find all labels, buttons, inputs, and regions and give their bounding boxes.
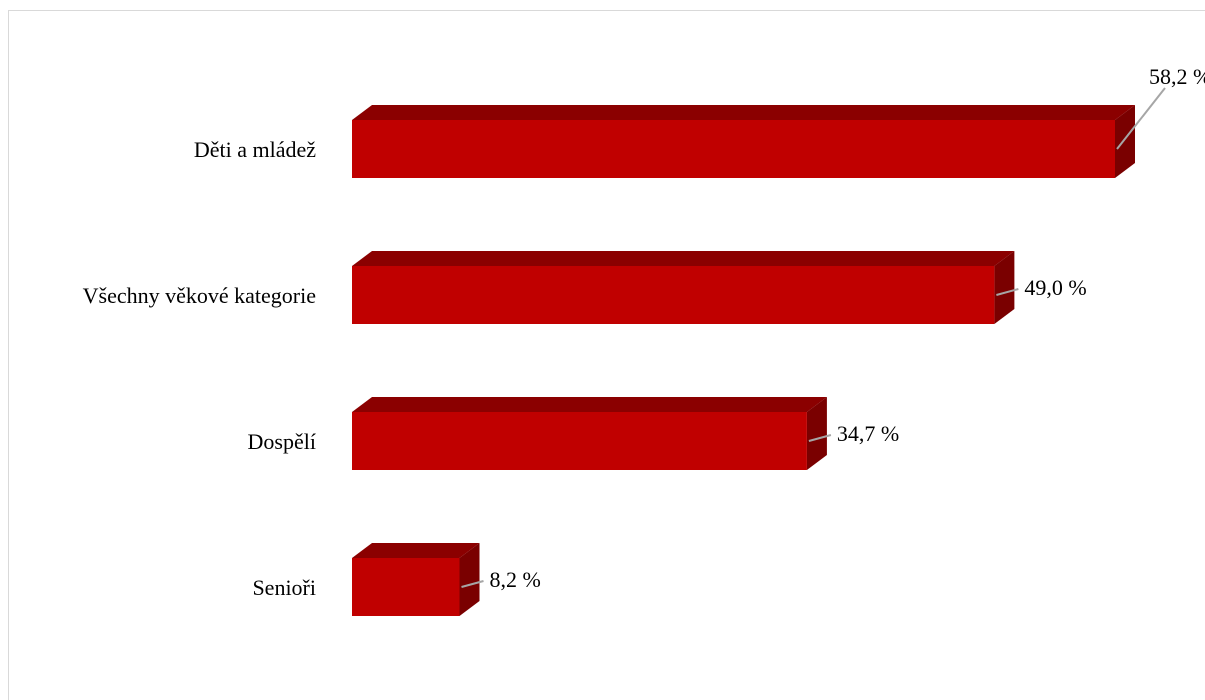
bar-top-face (352, 397, 827, 412)
category-label: Děti a mládež (194, 137, 316, 162)
value-label: 8,2 % (490, 567, 541, 592)
value-label: 58,2 % (1149, 64, 1205, 89)
category-label: Dospělí (248, 429, 316, 454)
value-label: 34,7 % (837, 421, 899, 446)
bar-top-face (352, 543, 480, 558)
bar (352, 266, 994, 324)
bar (352, 412, 807, 470)
value-label: 49,0 % (1024, 275, 1086, 300)
bar-top-face (352, 251, 1014, 266)
bar-top-face (352, 105, 1135, 120)
category-label: Senioři (252, 575, 316, 600)
bar (352, 558, 460, 616)
category-label: Všechny věkové kategorie (83, 283, 316, 308)
bar (352, 120, 1115, 178)
bars-group (352, 105, 1135, 616)
